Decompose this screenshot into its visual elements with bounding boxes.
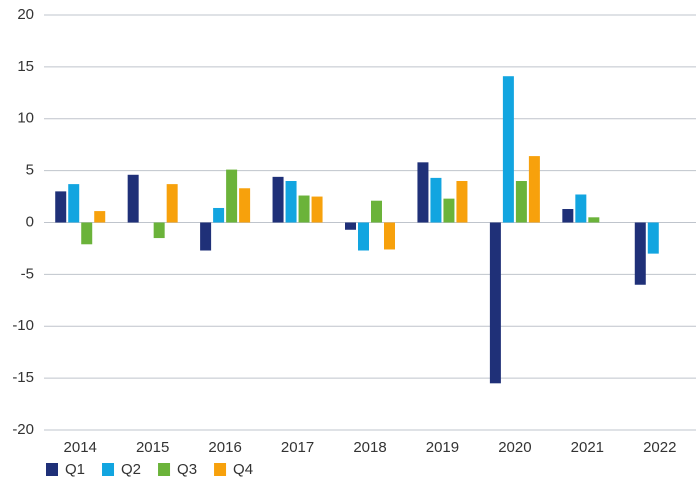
bar	[417, 162, 429, 223]
bar	[634, 222, 646, 285]
legend-label: Q4	[233, 461, 253, 478]
bar	[166, 184, 178, 223]
bar	[226, 169, 238, 223]
bar	[575, 194, 587, 223]
bar	[94, 211, 106, 223]
bar	[81, 222, 93, 245]
x-tick-label: 2021	[571, 439, 604, 456]
x-tick-label: 2017	[281, 439, 314, 456]
bar	[285, 181, 297, 223]
bar	[200, 222, 212, 251]
bar	[345, 222, 356, 230]
x-tick-label: 2019	[426, 439, 459, 456]
bar	[528, 156, 540, 223]
legend-label: Q1	[65, 461, 85, 478]
legend-swatch	[158, 463, 171, 476]
y-tick-label: -20	[12, 421, 34, 438]
bar	[502, 76, 514, 223]
y-tick-label: 15	[17, 58, 34, 75]
x-tick-label: 2022	[643, 439, 676, 456]
bar	[384, 222, 395, 250]
bar	[127, 174, 139, 223]
bar	[272, 176, 284, 223]
y-tick-label: -10	[12, 317, 34, 334]
bar	[153, 222, 165, 239]
x-tick-label: 2016	[208, 439, 241, 456]
x-tick-label: 2014	[64, 439, 97, 456]
bar	[298, 195, 310, 223]
y-tick-label: 5	[26, 162, 34, 179]
bar	[562, 209, 574, 223]
x-tick-label: 2020	[498, 439, 531, 456]
bar	[430, 177, 442, 223]
y-tick-label: 0	[26, 213, 34, 230]
y-tick-label: 10	[17, 110, 34, 127]
bar	[588, 217, 600, 223]
legend-swatch	[214, 463, 227, 476]
bar	[371, 200, 382, 223]
y-tick-label: 20	[17, 6, 34, 23]
bar	[489, 222, 501, 384]
x-tick-label: 2015	[136, 439, 169, 456]
bar	[55, 191, 67, 223]
bar	[443, 198, 455, 223]
legend-label: Q3	[177, 461, 197, 478]
bar	[515, 181, 527, 223]
legend-swatch	[102, 463, 115, 476]
bar	[68, 184, 80, 223]
bar	[647, 222, 659, 254]
x-tick-label: 2018	[353, 439, 386, 456]
bar	[239, 188, 251, 223]
y-tick-label: -5	[21, 265, 34, 282]
bar	[311, 196, 323, 223]
bar	[213, 207, 225, 223]
bar	[456, 181, 468, 223]
legend-swatch	[46, 463, 58, 476]
bar	[358, 222, 369, 251]
y-tick-label: -15	[12, 369, 34, 386]
legend-label: Q2	[121, 461, 141, 478]
